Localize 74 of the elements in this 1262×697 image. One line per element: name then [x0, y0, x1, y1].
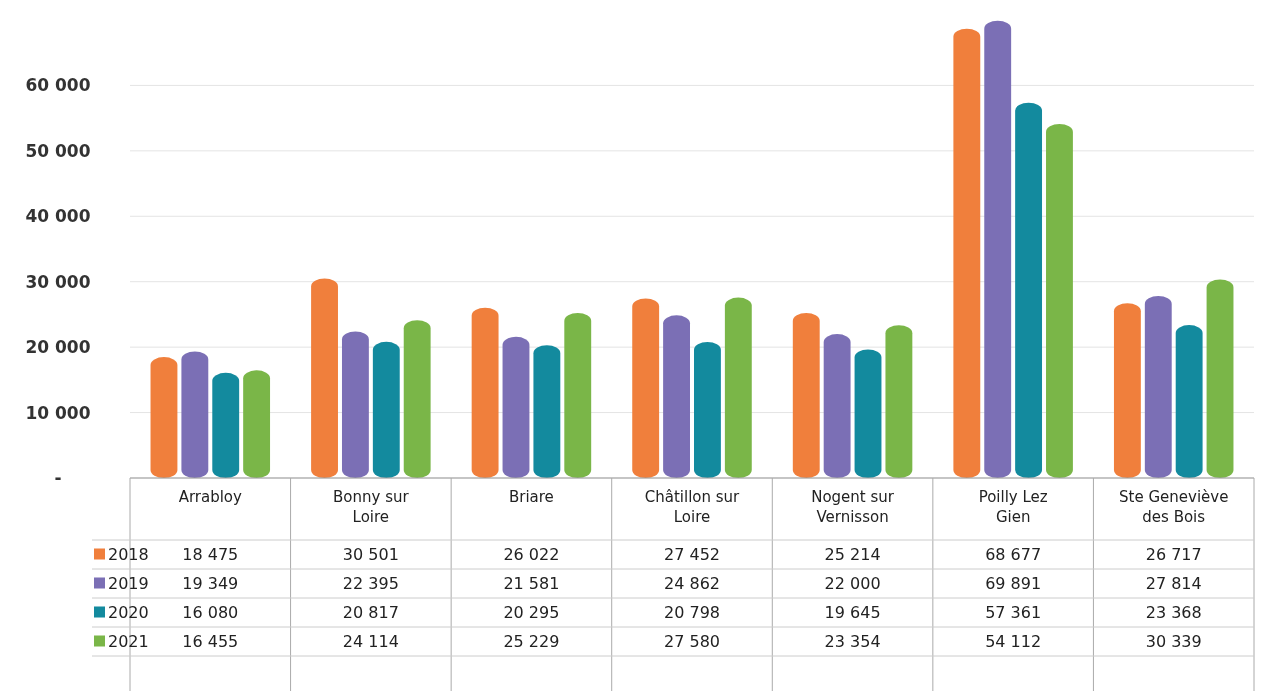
- bar: [181, 351, 209, 478]
- bar: [1113, 303, 1141, 478]
- bar: [341, 331, 369, 478]
- x-tick-label: Nogent sur Vernisson: [811, 488, 895, 526]
- bar: [724, 297, 752, 478]
- data-label: 19 645: [824, 603, 881, 623]
- data-label: 23 368: [1145, 603, 1202, 623]
- bar: [1206, 279, 1234, 478]
- data-label: 26 022: [503, 545, 560, 565]
- data-label: 21 581: [503, 574, 560, 594]
- data-label: 69 891: [985, 574, 1042, 594]
- bar: [1144, 296, 1172, 478]
- data-label: 16 455: [182, 632, 239, 652]
- bar: [471, 307, 499, 478]
- bar: [311, 278, 338, 478]
- x-tick-label: Bonny sur Loire: [333, 488, 410, 526]
- bar: [984, 20, 1012, 478]
- data-label: 20 817: [342, 603, 399, 623]
- data-label: 22 000: [824, 574, 881, 594]
- data-label: 27 814: [1145, 574, 1202, 594]
- data-label: 27 452: [664, 545, 720, 565]
- bar: [243, 370, 271, 478]
- bar: [885, 325, 913, 478]
- data-label: 20 295: [503, 603, 560, 623]
- bar: [403, 320, 431, 478]
- data-label: 57 361: [985, 603, 1042, 623]
- bar: [953, 28, 981, 478]
- data-label: 20 798: [664, 603, 720, 623]
- x-tick-label: Poilly Lez Gien: [978, 488, 1048, 526]
- data-label: 18 475: [182, 545, 239, 565]
- bar: [854, 349, 882, 478]
- bar: [502, 336, 530, 478]
- bar: [663, 315, 690, 478]
- legend-label: 2019: [108, 574, 149, 594]
- bar: [632, 298, 660, 478]
- data-label: 54 112: [985, 632, 1042, 652]
- bar: [372, 341, 400, 478]
- data-label: 19 349: [182, 574, 239, 594]
- bar: [564, 312, 592, 478]
- data-label: 16 080: [182, 603, 239, 623]
- bar: [792, 313, 820, 478]
- data-label: 22 395: [342, 574, 399, 594]
- y-tick-label: 20 000: [25, 337, 91, 358]
- bar: [533, 345, 561, 478]
- legend-label: 2020: [108, 603, 149, 623]
- x-tick-label: Ste Geneviève des Bois: [1119, 488, 1229, 526]
- x-tick-label: Châtillon sur Loire: [644, 488, 741, 526]
- data-label: 30 339: [1145, 632, 1202, 652]
- bar: [212, 372, 240, 478]
- bar: [1175, 325, 1203, 478]
- y-tick-label: 50 000: [25, 140, 91, 161]
- bar: [1015, 102, 1043, 478]
- y-tick-label: 40 000: [25, 206, 91, 227]
- y-tick-label: 60 000: [25, 75, 91, 96]
- data-label: 25 214: [824, 545, 881, 565]
- legend-label: 2018: [108, 545, 149, 565]
- data-label: 30 501: [342, 545, 399, 565]
- data-label: 26 717: [1145, 545, 1202, 565]
- y-tick-label: -: [54, 467, 62, 488]
- y-tick-label: 30 000: [25, 271, 91, 292]
- data-label: 27 580: [664, 632, 720, 652]
- x-tick-label: Briare: [508, 488, 554, 506]
- data-label: 24 114: [342, 632, 399, 652]
- y-tick-label: 10 000: [25, 402, 91, 423]
- bar: [150, 357, 178, 478]
- data-label: 68 677: [985, 545, 1042, 565]
- data-label: 25 229: [503, 632, 560, 652]
- legend-label: 2021: [108, 632, 149, 652]
- bar: [694, 341, 721, 478]
- x-tick-label: Arrabloy: [178, 488, 243, 506]
- data-label: 23 354: [824, 632, 881, 652]
- bar: [823, 334, 851, 478]
- bar: [1046, 123, 1073, 478]
- data-label: 24 862: [664, 574, 720, 594]
